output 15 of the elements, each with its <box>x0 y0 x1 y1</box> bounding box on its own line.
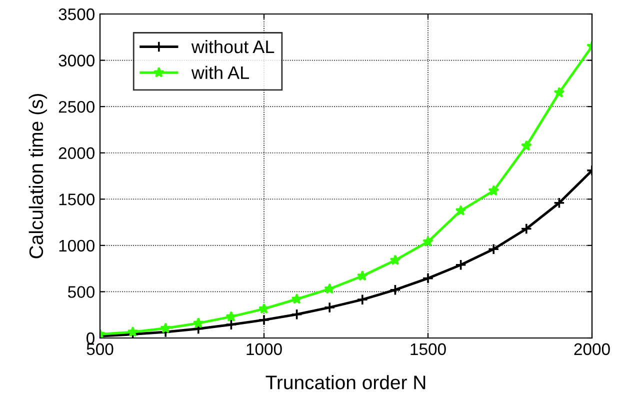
y-tick-label: 2000 <box>58 147 94 160</box>
x-tick-label: 2000 <box>574 343 610 356</box>
legend-label: with AL <box>191 66 250 80</box>
y-tick-label: 2500 <box>58 100 94 113</box>
x-tick-label: 1500 <box>410 343 446 356</box>
legend-label: without AL <box>191 40 274 54</box>
y-tick-label: 1000 <box>59 240 94 252</box>
y-tick-label: 3000 <box>58 54 94 66</box>
x-tick-label: 1000 <box>246 343 282 356</box>
y-tick-label: 500 <box>68 286 94 298</box>
x-axis-title: Truncation order N <box>266 375 426 390</box>
y-tick-label: 1500 <box>59 194 94 206</box>
x-tick-label: 500 <box>86 343 114 356</box>
y-axis-title: Calculation time (s) <box>28 94 47 258</box>
y-tick-label: 3500 <box>58 8 94 20</box>
